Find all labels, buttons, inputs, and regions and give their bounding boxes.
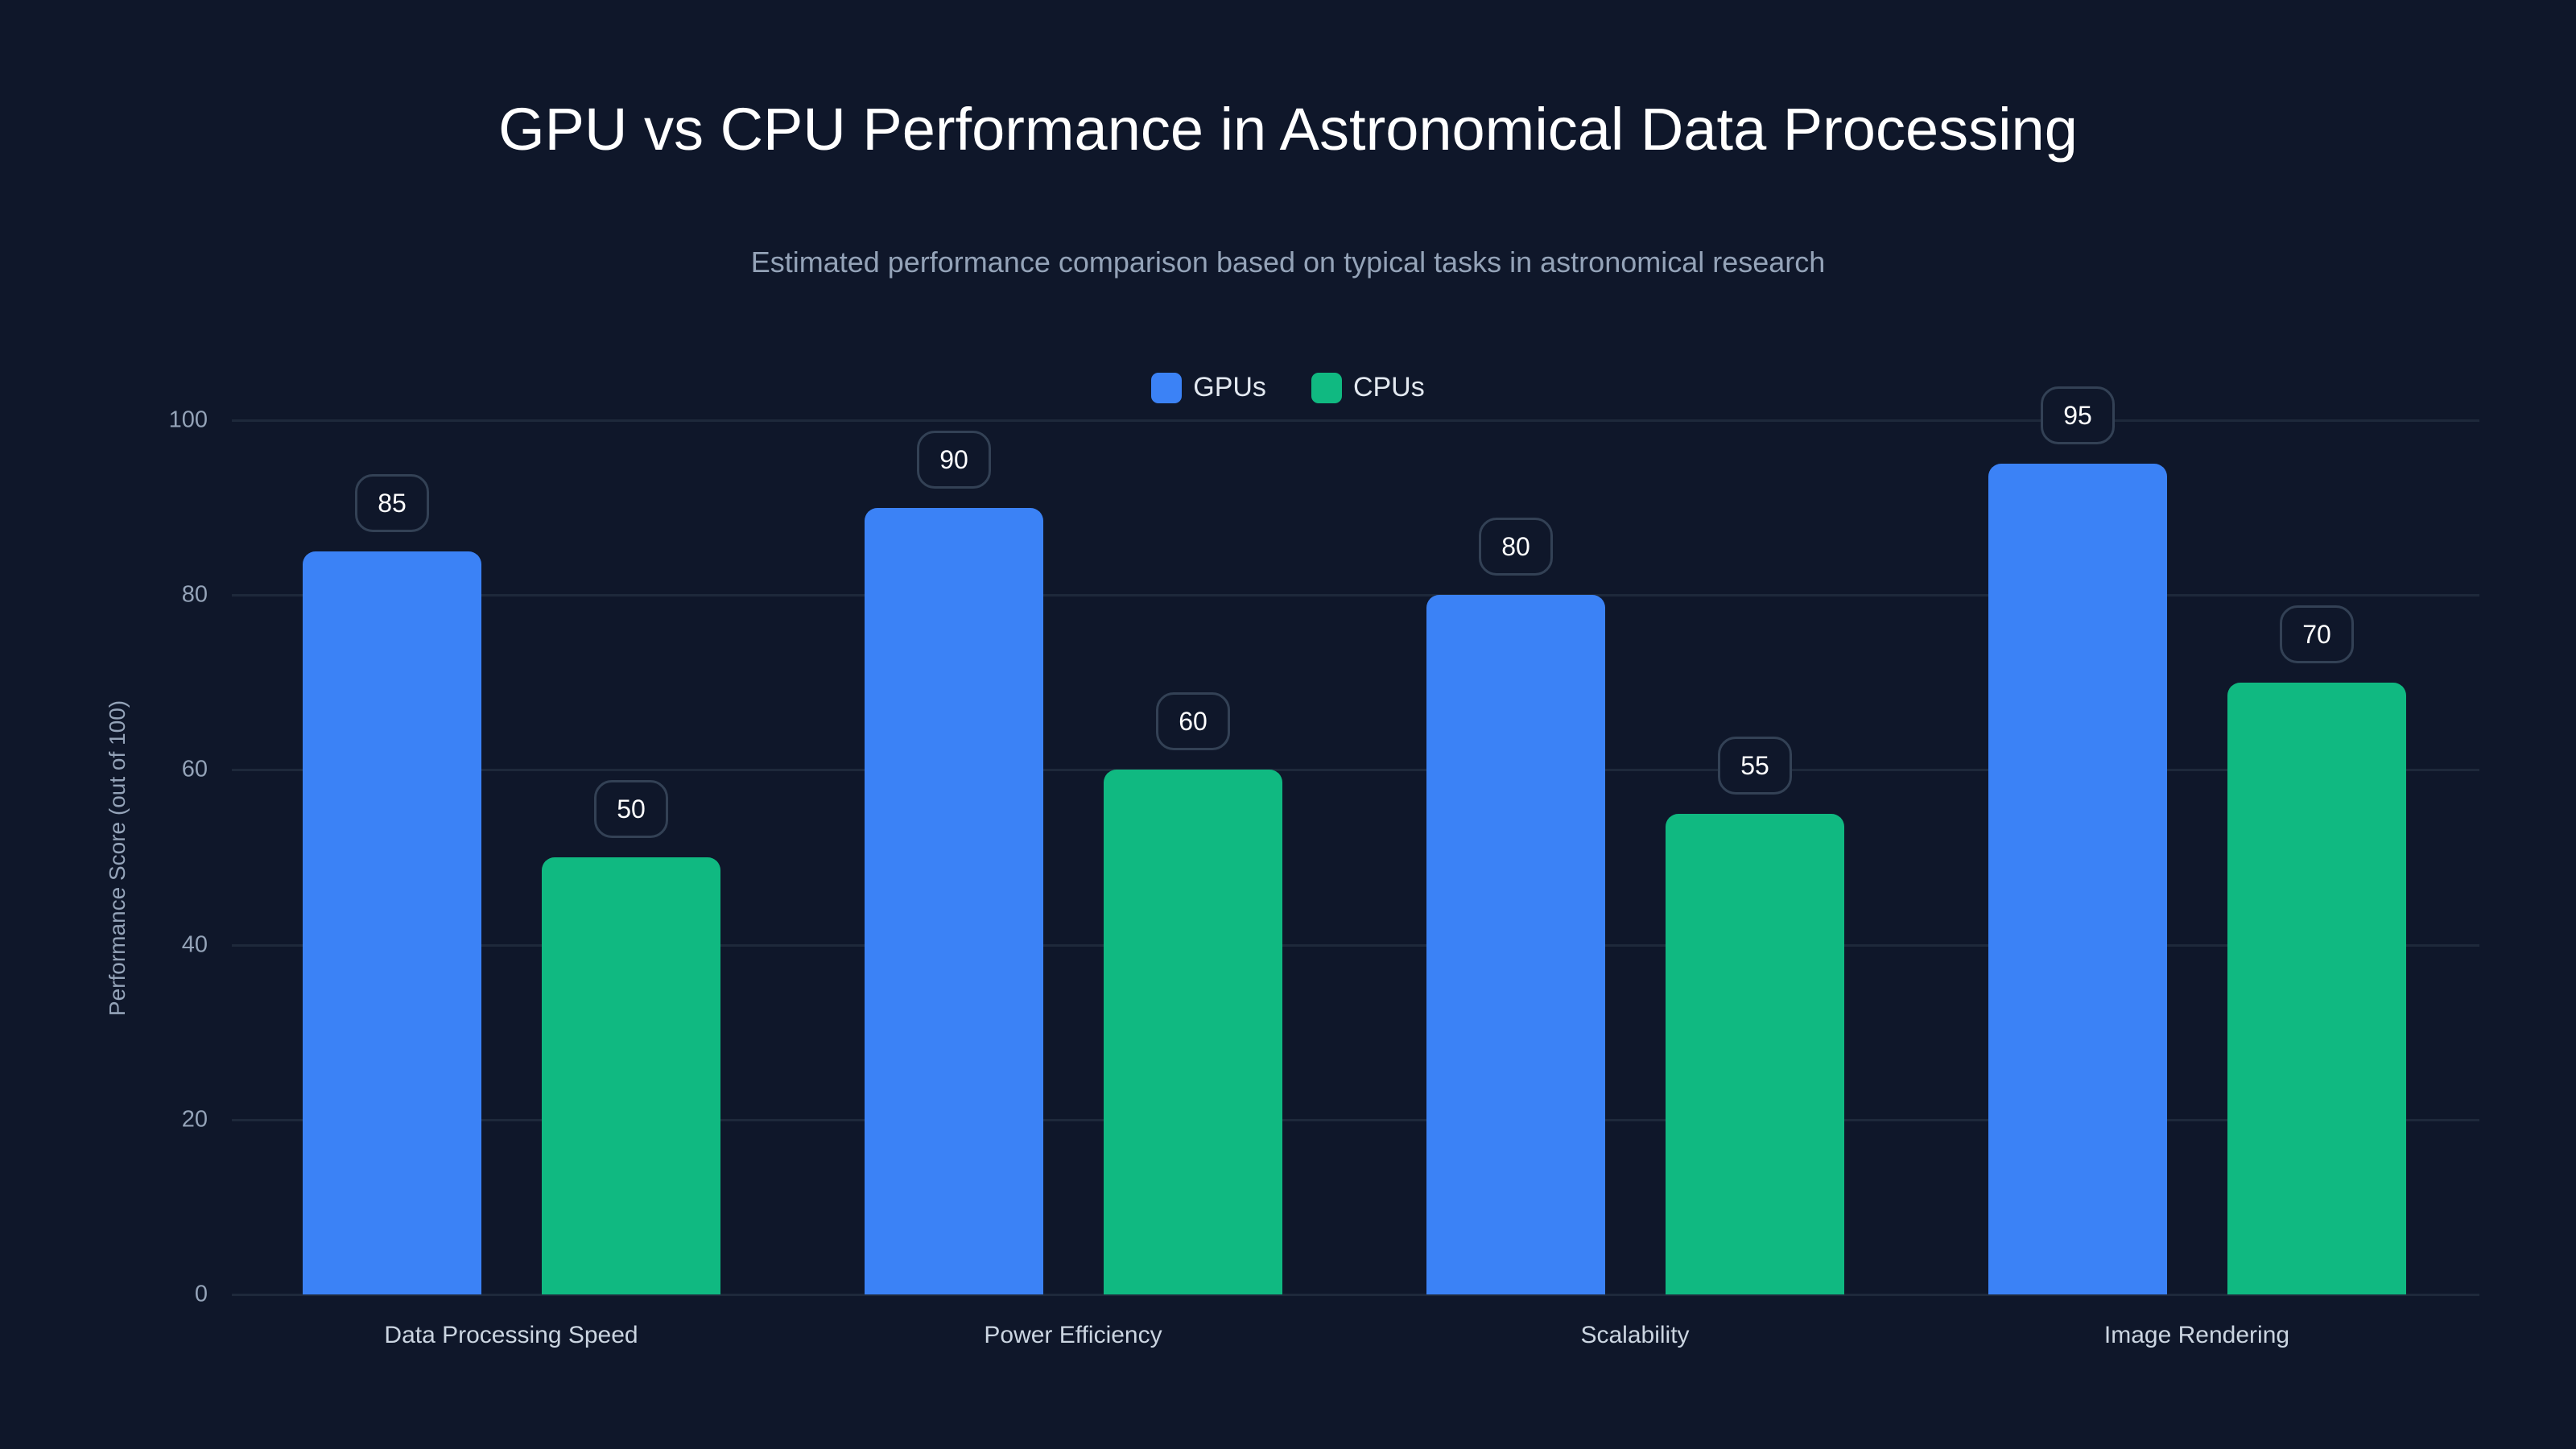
- bar-value-label: 95: [2041, 386, 2115, 445]
- x-tick-label: Image Rendering: [2103, 1322, 2290, 1348]
- legend-item-cpus[interactable]: CPUs: [1311, 372, 1425, 403]
- legend-label: GPUs: [1193, 372, 1266, 402]
- gridline: [232, 419, 2479, 422]
- bar-value-label: 55: [1718, 736, 1792, 795]
- y-tick-label: 80: [181, 581, 208, 608]
- bar-value-label: 60: [1156, 692, 1230, 751]
- gridline: [232, 594, 2479, 597]
- cpu-bar[interactable]: [542, 857, 720, 1294]
- gpu-bar[interactable]: [303, 551, 481, 1294]
- gridline: [232, 1294, 2479, 1296]
- gpu-bar[interactable]: [1988, 464, 2167, 1294]
- cpu-swatch-icon: [1311, 372, 1342, 403]
- x-tick-label: Power Efficiency: [984, 1322, 1162, 1348]
- y-tick-label: 100: [168, 407, 208, 433]
- bar-value-label: 85: [355, 473, 429, 532]
- gpu-bar[interactable]: [1426, 595, 1605, 1294]
- x-tick-label: Scalability: [1580, 1322, 1690, 1348]
- gridline: [232, 769, 2479, 772]
- chart-title: GPU vs CPU Performance in Astronomical D…: [498, 96, 2078, 163]
- bar-value-label: 90: [917, 430, 991, 489]
- legend-label: CPUs: [1352, 372, 1425, 402]
- y-tick-label: 40: [181, 931, 208, 958]
- gpu-swatch-icon: [1151, 372, 1183, 403]
- bar-value-label: 50: [594, 780, 668, 838]
- x-tick-label: Data Processing Speed: [384, 1322, 638, 1348]
- plot-area: 85 50 90 60 80 55 95 70: [232, 386, 2479, 1296]
- cpu-bar[interactable]: [1104, 770, 1282, 1294]
- gridline: [232, 1118, 2479, 1121]
- legend-item-gpus[interactable]: GPUs: [1151, 372, 1266, 403]
- cpu-bar[interactable]: [1666, 813, 1844, 1294]
- chart-subtitle: Estimated performance comparison based o…: [750, 246, 1826, 279]
- gridline: [232, 943, 2479, 947]
- y-axis-label: Performance Score (out of 100): [105, 700, 130, 1017]
- y-tick-label: 60: [181, 756, 208, 782]
- gpu-bar[interactable]: [865, 507, 1043, 1294]
- bar-value-label: 70: [2280, 605, 2354, 663]
- legend: GPUs CPUs: [0, 372, 2576, 403]
- y-tick-label: 0: [194, 1281, 208, 1307]
- cpu-bar[interactable]: [2227, 682, 2406, 1294]
- bar-value-label: 80: [1479, 518, 1553, 576]
- y-tick-label: 20: [181, 1106, 208, 1133]
